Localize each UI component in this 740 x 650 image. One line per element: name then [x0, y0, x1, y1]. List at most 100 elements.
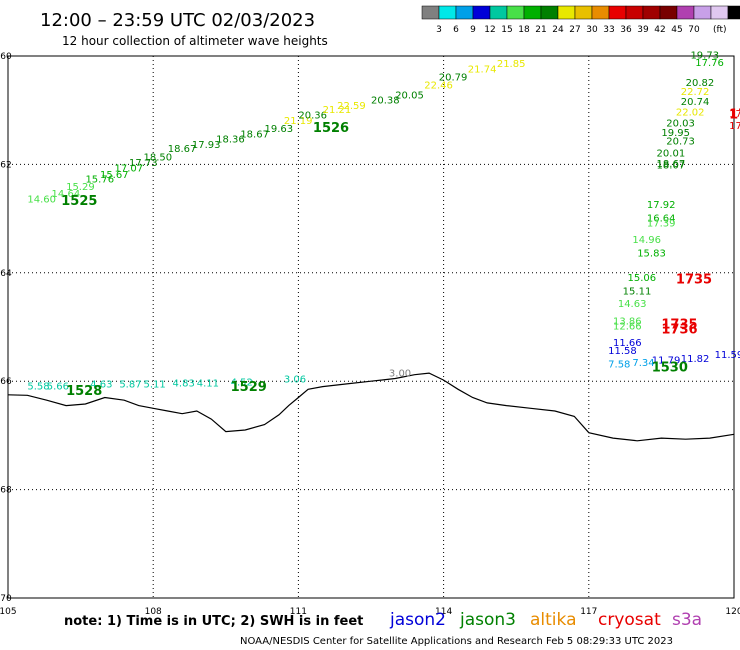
- swh-value-label: 20.74: [681, 97, 710, 108]
- legend-label: 9: [470, 25, 476, 35]
- legend-label: 15: [501, 25, 512, 35]
- swh-value-label: 15.83: [637, 249, 666, 260]
- legend-swatch: [438, 5, 457, 20]
- swh-value-label: 17: [729, 121, 740, 132]
- swh-value-label: 3.06: [284, 374, 306, 385]
- swh-value-label: 17.39: [647, 219, 676, 230]
- swh-value-label: 21.85: [497, 59, 526, 70]
- swh-value-label: 21.74: [468, 64, 497, 75]
- legend-label: 30: [586, 25, 598, 35]
- legend-label: 45: [671, 25, 682, 35]
- swh-value-label: 20.73: [666, 136, 695, 147]
- legend-swatch: [540, 5, 559, 20]
- swh-value-label: 22.72: [681, 87, 710, 98]
- swh-value-label: 5.87: [119, 380, 141, 391]
- legend-label: 18: [518, 25, 530, 35]
- swh-value-label: 18.07: [657, 161, 686, 172]
- legend-swatch: [472, 5, 491, 20]
- legend-swatch: [523, 5, 542, 20]
- swh-value-label: 14.63: [618, 299, 647, 310]
- legend-unit: (ft): [713, 25, 727, 35]
- legend-swatch: [659, 5, 678, 20]
- swh-value-label: 20.03: [666, 118, 695, 129]
- swh-value-label: 22.02: [676, 108, 705, 119]
- lat-tick-label: 66: [0, 377, 12, 387]
- pass-time-label: 1735: [661, 318, 697, 333]
- swh-value-label: 17.73: [129, 158, 158, 169]
- legend-label: 21: [535, 25, 546, 35]
- swh-value-label: 14.64: [52, 189, 81, 200]
- lon-tick-label: 108: [145, 607, 162, 617]
- swh-value-label: 18.50: [144, 153, 173, 164]
- pass-time-label: 17: [729, 107, 740, 122]
- swh-value-label: 20.01: [657, 148, 686, 159]
- legend-swatch: [455, 5, 474, 20]
- map-title: 12:00 – 23:59 UTC 02/03/2023: [40, 10, 315, 31]
- swh-value-label: 15.76: [85, 174, 114, 185]
- lon-tick-label: 105: [0, 607, 17, 617]
- swh-value-label: 22.46: [424, 81, 453, 92]
- legend-label: 24: [552, 25, 564, 35]
- legend-swatch: [506, 5, 525, 20]
- pass-time-label: 1529: [231, 380, 267, 395]
- swh-value-label: 19.73: [690, 51, 719, 62]
- time-labels: 1525152615281529153017351735173617: [61, 107, 740, 398]
- pass-time-label: 1735: [676, 273, 712, 288]
- swh-value-label: 11.66: [613, 338, 642, 349]
- pass-time-label: 1526: [313, 121, 349, 136]
- swh-value-label: 15.29: [66, 182, 95, 193]
- plot-frame: [7, 55, 735, 599]
- swh-value-label: 18.36: [216, 135, 245, 146]
- swh-value-label: 14.60: [27, 194, 56, 205]
- swh-value-label: 21.19: [284, 116, 313, 127]
- legend-label: 27: [569, 25, 580, 35]
- pass-time-label: 1525: [61, 194, 97, 209]
- swh-value-label: 19.95: [661, 128, 690, 139]
- swh-value-label: 17.92: [647, 200, 676, 211]
- lon-tick-label: 114: [435, 607, 452, 617]
- legend-swatch: [608, 5, 627, 20]
- swh-value-label: 5.66: [47, 381, 69, 392]
- swh-value-label: 19.63: [265, 124, 294, 135]
- swh-value-label: 17: [729, 109, 740, 120]
- swh-value-label: 15.67: [100, 170, 129, 181]
- lat-tick-label: 64: [0, 269, 12, 279]
- legend-label: 12: [484, 25, 495, 35]
- lat-tick-label: 62: [0, 160, 11, 170]
- legend-swatch: [693, 5, 712, 20]
- satellite-name: altika: [530, 610, 577, 630]
- legend-label: 42: [654, 25, 665, 35]
- swh-value-label: 18.67: [657, 159, 686, 170]
- legend-swatch: [710, 5, 729, 20]
- contour-line: [7, 372, 735, 442]
- plot-area: 105 108 111 114 117 120 60 62 64 66 68 70 3.00 14.6…: [0, 51, 740, 617]
- swh-value-label: 11.59: [715, 350, 740, 361]
- pass-time-label: 1530: [652, 360, 688, 375]
- swh-value-label: 13.86: [613, 316, 642, 327]
- satellite-name: cryosat: [598, 610, 661, 630]
- swh-value-label: 20.79: [439, 72, 468, 83]
- swh-value-label: 4.63: [90, 380, 112, 391]
- swh-value-label: 5.58: [27, 381, 49, 392]
- footer-note: note: 1) Time is in UTC; 2) SWH is in fe…: [64, 614, 363, 629]
- pass-time-label: 1736: [661, 323, 697, 338]
- legend-swatch: [557, 5, 576, 20]
- swh-value-label: 20.38: [371, 96, 400, 107]
- gridlines: [8, 56, 734, 598]
- lat-tick-label: 70: [0, 594, 12, 604]
- swh-value-label: 18.67: [168, 144, 197, 155]
- swh-value-label: 4.11: [197, 379, 219, 390]
- swh-value-label: 16.64: [647, 213, 676, 224]
- footer-credit: NOAA/NESDIS Center for Satellite Applica…: [240, 636, 673, 647]
- legend-swatch: [421, 5, 440, 20]
- swh-value-label: 14.96: [632, 235, 661, 246]
- color-legend: 3 6 9 12 15 18 21 24 27 30 33 36 39 42 45 70 (ft): [421, 5, 740, 35]
- swh-value-label: 11.79: [652, 355, 681, 366]
- satellite-legend: jason2 jason3 altika cryosat s3a: [389, 610, 702, 630]
- swh-value-label: 11.58: [608, 346, 637, 357]
- legend-swatch: [676, 5, 695, 20]
- swh-value-label: 18.67: [240, 129, 269, 140]
- swh-value-label: 21.21: [323, 105, 352, 116]
- swh-value-label: 20.82: [686, 78, 715, 89]
